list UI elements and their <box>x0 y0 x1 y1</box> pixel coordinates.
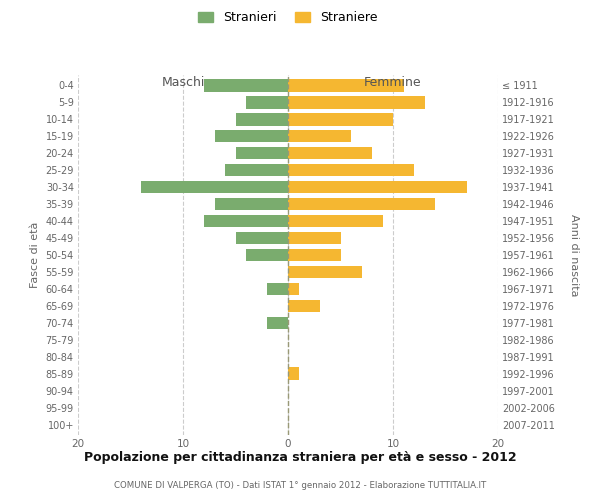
Bar <box>204 214 288 228</box>
Bar <box>288 198 435 210</box>
Bar <box>288 282 299 296</box>
Bar <box>288 300 320 312</box>
Y-axis label: Anni di nascita: Anni di nascita <box>569 214 579 296</box>
Bar <box>288 232 341 244</box>
Bar <box>235 232 288 244</box>
Y-axis label: Fasce di età: Fasce di età <box>30 222 40 288</box>
Bar <box>267 316 288 330</box>
Text: Popolazione per cittadinanza straniera per età e sesso - 2012: Popolazione per cittadinanza straniera p… <box>83 451 517 464</box>
Bar <box>288 146 372 160</box>
Bar <box>141 180 288 194</box>
Bar <box>288 266 361 278</box>
Bar <box>288 130 351 142</box>
Text: Maschi: Maschi <box>161 76 205 89</box>
Bar <box>235 113 288 126</box>
Bar <box>215 198 288 210</box>
Legend: Stranieri, Straniere: Stranieri, Straniere <box>198 11 378 24</box>
Bar <box>288 79 404 92</box>
Bar <box>246 248 288 262</box>
Bar <box>246 96 288 108</box>
Text: Femmine: Femmine <box>364 76 422 89</box>
Bar <box>288 180 467 194</box>
Bar <box>204 79 288 92</box>
Bar <box>215 130 288 142</box>
Bar <box>235 146 288 160</box>
Bar <box>288 248 341 262</box>
Bar <box>288 368 299 380</box>
Text: COMUNE DI VALPERGA (TO) - Dati ISTAT 1° gennaio 2012 - Elaborazione TUTTITALIA.I: COMUNE DI VALPERGA (TO) - Dati ISTAT 1° … <box>114 480 486 490</box>
Bar <box>288 96 425 108</box>
Bar <box>225 164 288 176</box>
Bar <box>288 214 383 228</box>
Bar <box>288 113 393 126</box>
Bar <box>288 164 414 176</box>
Bar <box>267 282 288 296</box>
